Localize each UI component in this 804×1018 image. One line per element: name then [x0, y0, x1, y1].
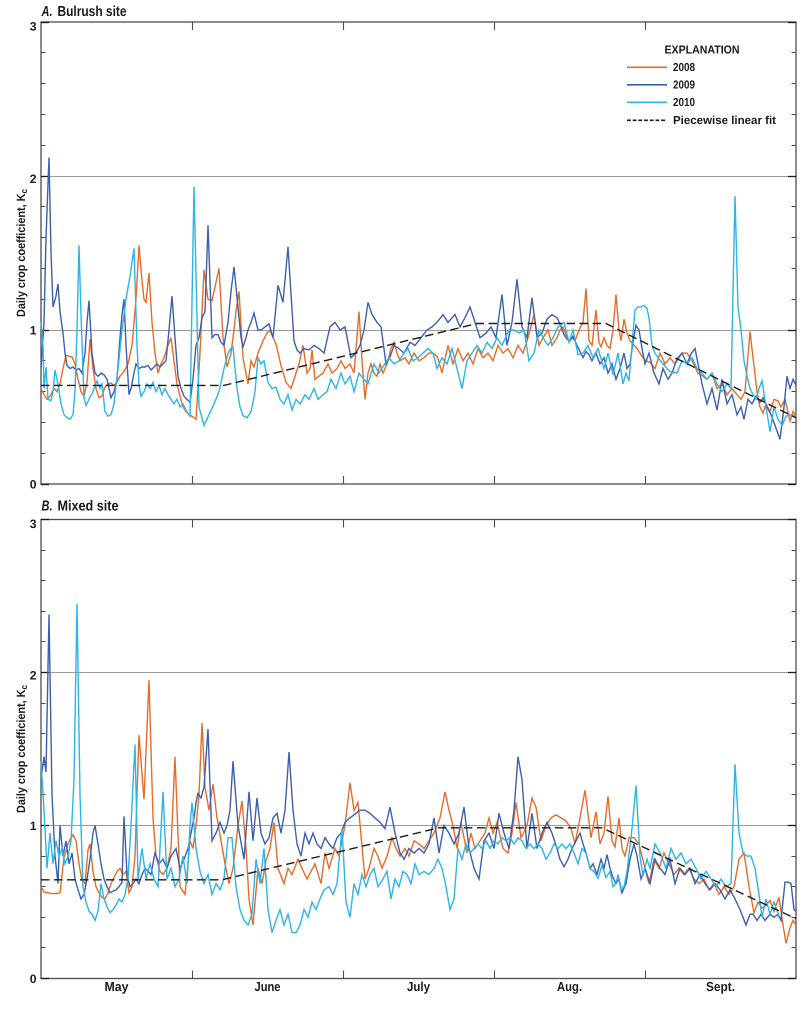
svg-text:EXPLANATION: EXPLANATION: [665, 44, 740, 57]
svg-text:B.: B.: [42, 499, 53, 515]
svg-text:1: 1: [30, 324, 37, 338]
svg-text:0: 0: [30, 477, 37, 491]
svg-text:2010: 2010: [673, 96, 695, 109]
svg-text:3: 3: [30, 517, 37, 531]
svg-text:2009: 2009: [673, 79, 695, 92]
svg-text:2: 2: [30, 668, 37, 682]
svg-text:Sept.: Sept.: [706, 979, 735, 994]
svg-text:Aug.: Aug.: [557, 979, 582, 994]
svg-text:A.: A.: [41, 4, 53, 20]
svg-text:1: 1: [30, 819, 37, 833]
svg-text:2: 2: [30, 172, 37, 186]
svg-text:Piecewise linear fit: Piecewise linear fit: [673, 114, 776, 127]
svg-text:July: July: [407, 979, 431, 994]
svg-text:Daily crop coefficient, Kc: Daily crop coefficient, Kc: [14, 685, 29, 813]
svg-text:3: 3: [30, 19, 37, 33]
svg-text:2008: 2008: [673, 61, 695, 74]
svg-text:Daily crop coefficient, Kc: Daily crop coefficient, Kc: [14, 189, 29, 317]
svg-text:Mixed site: Mixed site: [58, 499, 119, 515]
svg-text:June: June: [255, 979, 281, 994]
svg-text:Bulrush site: Bulrush site: [58, 4, 127, 20]
svg-text:May: May: [105, 979, 130, 994]
svg-text:0: 0: [30, 972, 37, 986]
